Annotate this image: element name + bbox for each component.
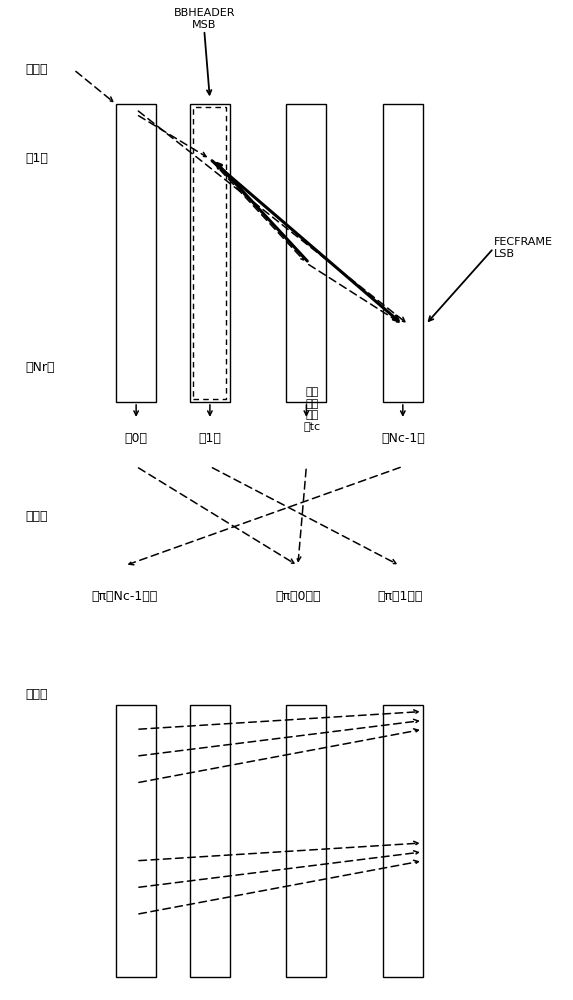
Text: 读操作: 读操作 (25, 688, 48, 701)
Bar (383, 104, 423, 402)
Bar (194, 107, 226, 399)
Text: BBHEADER
MSB: BBHEADER MSB (174, 8, 235, 30)
Text: 第π（0）列: 第π（0）列 (275, 590, 321, 603)
Text: 第1行: 第1行 (25, 152, 48, 165)
Text: 第π（Nc-1）列: 第π（Nc-1）列 (92, 590, 158, 603)
Bar (190, 104, 230, 402)
Text: 第Nc-1列: 第Nc-1列 (381, 432, 425, 445)
Text: 列置换: 列置换 (25, 510, 48, 523)
Text: 第1列: 第1列 (198, 432, 221, 445)
Bar (190, 705, 230, 977)
Text: 写操
作起
始位
置tc: 写操 作起 始位 置tc (304, 387, 321, 432)
Text: 第π（1）列: 第π（1）列 (377, 590, 423, 603)
Bar (286, 705, 326, 977)
Text: FECFRAME
LSB: FECFRAME LSB (493, 237, 552, 259)
Text: 第0列: 第0列 (124, 432, 148, 445)
Bar (286, 104, 326, 402)
Bar (116, 104, 156, 402)
Bar (116, 705, 156, 977)
Bar (383, 705, 423, 977)
Text: 第Nr行: 第Nr行 (25, 361, 55, 374)
Text: 写操作: 写操作 (25, 63, 48, 76)
